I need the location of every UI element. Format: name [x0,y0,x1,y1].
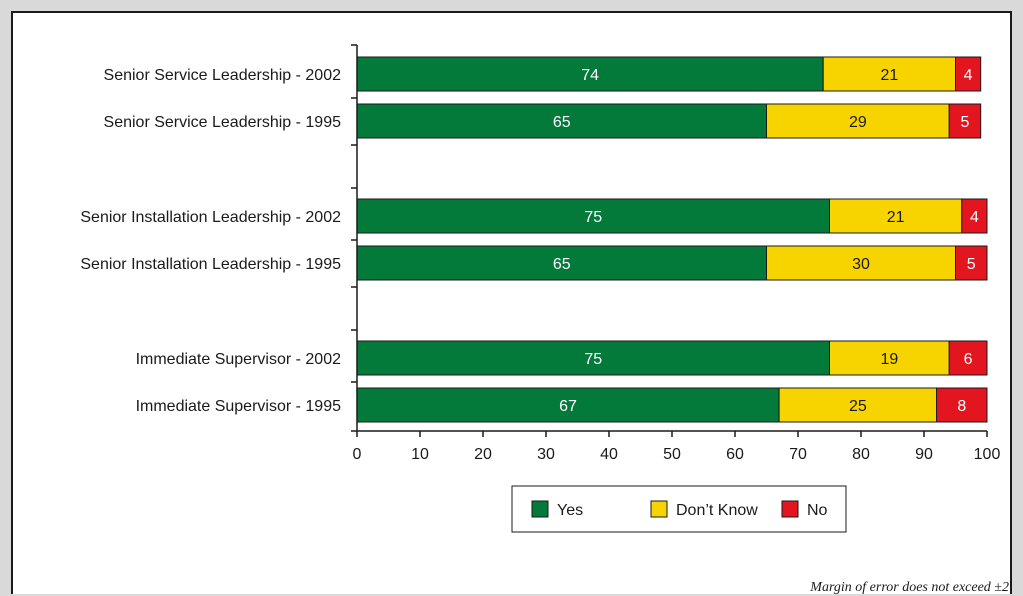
bar-value-label: 65 [553,114,571,131]
bar-value-label: 65 [553,256,571,273]
axes: 0 10 20 30 40 50 60 70 80 90 100 [351,44,1001,463]
x-tick-label: 60 [726,446,744,463]
category-label: Senior Installation Leadership - 1995 [80,256,341,273]
bar-value-label: 4 [964,67,973,84]
bar-value-label: 5 [960,114,969,131]
bar-don-t-know [829,198,963,234]
x-tick-label: 80 [852,446,870,463]
bars: 74 21 4 65 29 5 75 21 4 65 30 5 75 19 6 67 25 8 [356,56,988,423]
bar-value-label: 4 [970,209,979,226]
bar-value-label: 74 [581,67,599,84]
stacked-bar-chart: Senior Service Leadership - 2002 Senior S… [80,44,1001,533]
bar-value-label: 6 [964,351,973,368]
x-tick-label: 40 [600,446,618,463]
bar-value-label: 21 [887,209,905,226]
bar-yes [356,56,824,92]
bar-value-label: 29 [849,114,867,131]
bar-no [948,340,988,376]
category-label: Immediate Supervisor - 2002 [136,351,342,368]
bar-yes [356,340,830,376]
bar-don-t-know [778,387,938,423]
x-tick-label: 50 [663,446,681,463]
category-labels: Senior Service Leadership - 2002 Senior S… [80,67,341,415]
legend: Yes Don’t Know No [511,485,847,533]
bar-no [936,387,988,423]
category-label: Senior Service Leadership - 2002 [104,67,342,84]
legend-label-don-t-know: Don’t Know [676,502,758,519]
legend-swatch-yes [531,500,549,518]
bar-value-label: 8 [957,398,966,415]
legend-label-yes: Yes [557,502,583,519]
bar-value-label: 5 [967,256,976,273]
bar-value-label: 67 [559,398,577,415]
x-tick-label: 100 [974,446,1001,463]
bar-value-label: 75 [584,209,602,226]
bar-no [961,198,988,234]
x-tick-label: 70 [789,446,807,463]
bar-no [955,56,982,92]
bar-value-label: 21 [880,67,898,84]
bar-yes [356,103,767,139]
bar-yes [356,245,767,281]
category-label: Senior Installation Leadership - 2002 [80,209,341,226]
x-tick-label: 10 [411,446,429,463]
x-tick-label: 30 [537,446,555,463]
bar-no [948,103,982,139]
bar-yes [356,198,830,234]
category-label: Immediate Supervisor - 1995 [136,398,342,415]
category-label: Senior Service Leadership - 1995 [104,114,342,131]
bar-value-label: 30 [852,256,870,273]
footnote: Margin of error does not exceed ±2 [810,580,1009,595]
x-tick-label: 90 [915,446,933,463]
bar-don-t-know [822,56,957,92]
bar-no [955,245,988,281]
chart-panel: Senior Service Leadership - 2002 Senior S… [11,11,1012,594]
bar-value-label: 25 [849,398,867,415]
x-tick-label: 0 [353,446,362,463]
legend-label-no: No [807,502,828,519]
legend-swatch-no [781,500,799,518]
bar-value-label: 19 [880,351,898,368]
bar-don-t-know [766,103,950,139]
bar-value-label: 75 [584,351,602,368]
legend-swatch-don-t-know [650,500,668,518]
bar-don-t-know [829,340,950,376]
x-tick-label: 20 [474,446,492,463]
